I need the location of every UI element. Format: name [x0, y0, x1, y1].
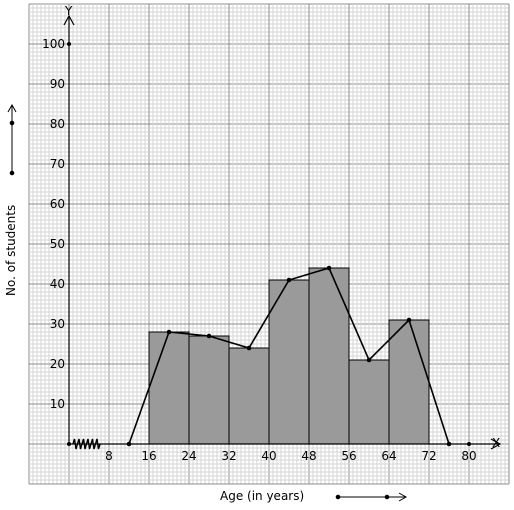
x-tick-label: 72	[421, 449, 436, 463]
x-tick-label: 8	[105, 449, 113, 463]
axes	[63, 14, 502, 450]
histogram-bar	[348, 359, 390, 445]
frequency-polygon-point	[246, 345, 252, 351]
frequency-polygon-point	[126, 441, 132, 447]
y-tick-label: 10	[50, 397, 65, 411]
y-axis-title: No. of students	[4, 205, 18, 296]
x-direction-arrow	[335, 492, 408, 502]
x-tick-label: 32	[221, 449, 236, 463]
histogram-bar	[388, 319, 430, 445]
x-tick-label: 56	[341, 449, 356, 463]
histogram-bar	[148, 331, 190, 445]
x-axis-title: Age (in years)	[220, 489, 304, 503]
frequency-polygon-point	[406, 317, 412, 323]
x-tick-label: 80	[461, 449, 476, 463]
y-tick-label: 90	[50, 77, 65, 91]
tick-labels: 8 16 24 32 40 48 56 64 72 80 10 20 30 40 50 60 70 80 90 100	[42, 37, 477, 463]
x-axis-point-80	[467, 442, 471, 446]
y-tick-label: 40	[50, 277, 65, 291]
y-tick-label: 30	[50, 317, 65, 331]
x-axis-arrowhead	[490, 438, 502, 450]
frequency-polygon	[126, 265, 452, 447]
y-axis-arrowhead	[63, 14, 75, 26]
frequency-polygon-point	[206, 333, 212, 339]
x-tick-label: 24	[181, 449, 196, 463]
x-axis-letter: X	[492, 436, 500, 450]
frequency-polygon-point	[166, 329, 172, 335]
frequency-polygon-point	[366, 357, 372, 363]
y-tick-label: 70	[50, 157, 65, 171]
y-axis-letter: Y	[64, 4, 73, 18]
y-tick-label: 50	[50, 237, 65, 251]
frequency-polygon-point	[446, 441, 452, 447]
y-tick-label: 100	[42, 37, 65, 51]
histogram-bar	[228, 347, 270, 445]
y-tick-label: 80	[50, 117, 65, 131]
x-tick-label: 16	[141, 449, 156, 463]
frequency-polygon-point	[286, 277, 292, 283]
origin-point	[67, 442, 71, 446]
histogram-bar	[188, 335, 230, 445]
y-tick-label: 20	[50, 357, 65, 371]
x-tick-label: 48	[301, 449, 316, 463]
x-tick-label: 64	[381, 449, 396, 463]
y-axis-top-point	[67, 42, 71, 46]
histogram-bar	[268, 279, 310, 445]
histogram-bar	[308, 267, 350, 445]
x-tick-label: 40	[261, 449, 276, 463]
y-direction-arrow	[7, 103, 17, 176]
y-tick-label: 60	[50, 197, 65, 211]
x-axis-break-marks	[72, 438, 101, 450]
frequency-polygon-point	[326, 265, 332, 271]
